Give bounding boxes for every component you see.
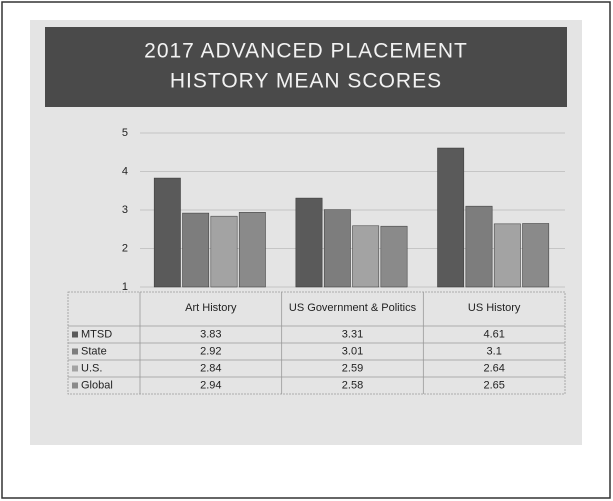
y-tick-label: 3 [122,204,128,216]
bar [182,212,210,288]
y-tick-label: 4 [122,165,128,177]
y-tick-label: 1 [122,281,128,293]
table-value: 3.31 [342,328,363,340]
table-value: 2.59 [342,362,363,374]
bar [153,177,181,288]
y-tick-label: 5 [122,127,128,139]
bar [323,209,351,288]
table-value: 2.84 [200,362,221,374]
chart-title: 2017 ADVANCED PLACEMENT [144,40,468,63]
legend-swatch [72,348,78,355]
title-banner [45,27,567,107]
legend-label: Global [81,379,113,391]
bar [380,225,408,288]
x-tick-label: US Government & Politics [289,302,417,314]
legend-label: U.S. [81,362,102,374]
table-value: 4.61 [483,328,504,340]
bar [465,205,493,288]
bar [295,197,323,288]
y-tick-label: 2 [122,242,128,254]
x-tick-label: US History [468,302,521,314]
table-value: 3.1 [487,345,502,357]
table-value: 2.94 [200,379,221,391]
legend-label: State [81,345,107,357]
table-value: 3.83 [200,328,221,340]
chart-title: HISTORY MEAN SCORES [170,70,442,93]
bar [352,225,380,288]
x-tick-label: Art History [185,302,237,314]
legend-swatch [72,382,78,389]
bar [210,215,238,288]
bar [238,212,266,288]
table-value: 2.64 [483,362,504,374]
table-value: 3.01 [342,345,363,357]
table-value: 2.65 [483,379,504,391]
legend-swatch [72,331,78,338]
legend-label: MTSD [81,328,112,340]
table-value: 2.92 [200,345,221,357]
table-value: 2.58 [342,379,363,391]
bar [522,223,550,288]
bar [437,147,465,288]
legend-swatch [72,365,78,372]
bar [493,223,521,288]
